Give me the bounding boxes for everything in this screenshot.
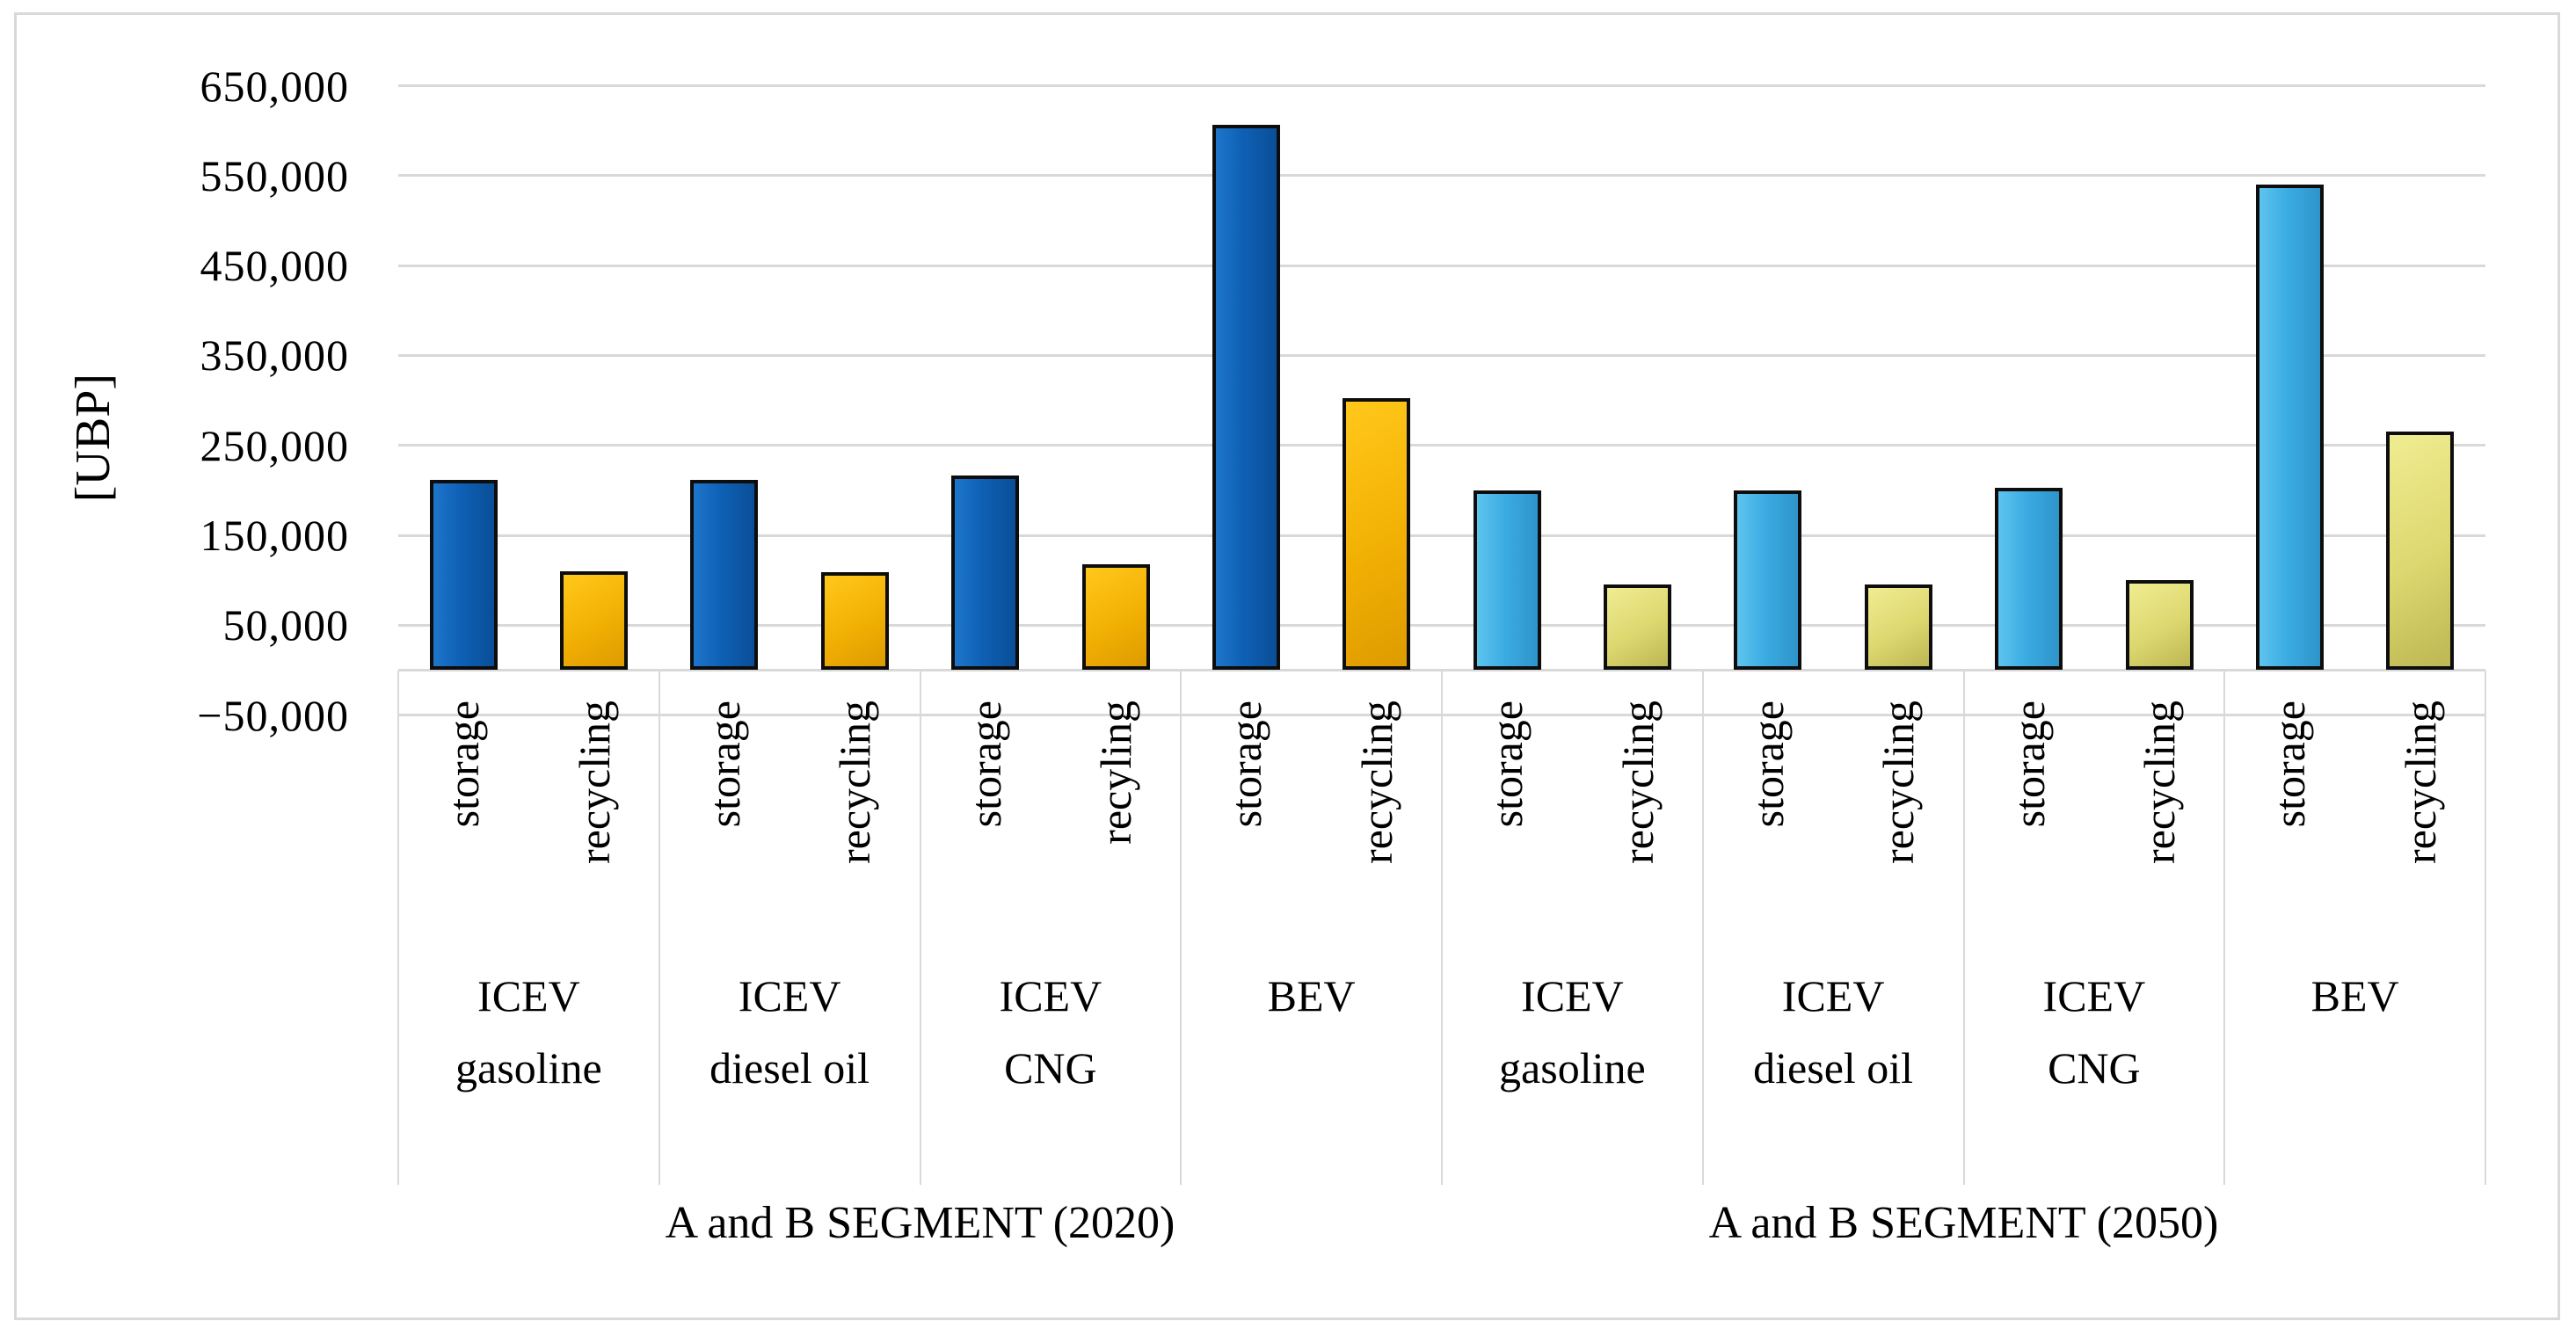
category-divider-line [1701, 670, 1704, 1185]
vehicle-group-label-line: CNG [1004, 1043, 1097, 1093]
category-divider-line [658, 670, 660, 1185]
y-tick-label: 650,000 [200, 61, 349, 111]
bar-category-label: recycling [1612, 701, 1663, 865]
vehicle-group-label-line: BEV [2310, 971, 2399, 1020]
vehicle-group-label: ICEV gasoline [398, 960, 659, 1104]
category-divider-line [2485, 670, 2486, 1185]
segment-label: A and B SEGMENT (2020) [665, 1198, 1175, 1248]
bar-recycling-recycling_2050 [1604, 584, 1672, 671]
y-tick-label: 50,000 [222, 600, 349, 650]
bar-recycling-recycling_2050 [2125, 580, 2194, 671]
vehicle-group-label-line: gasoline [1499, 1043, 1646, 1093]
bar-storage-storage_2050 [1995, 487, 2063, 671]
bar-storage-storage_2020 [429, 479, 498, 671]
vehicle-group-label: BEV [1181, 960, 1442, 1032]
bar-category-label: storage [699, 701, 749, 828]
y-tick-label: 550,000 [200, 150, 349, 200]
figure-border [14, 12, 2560, 1320]
vehicle-group-label-line: BEV [1267, 971, 1356, 1020]
bar-category-label: recycling [569, 701, 619, 865]
category-divider-line [1962, 670, 1965, 1185]
vehicle-group-label-line: gasoline [455, 1043, 602, 1093]
segment-label: A and B SEGMENT (2050) [1708, 1198, 2219, 1248]
category-divider-line [1441, 670, 1443, 1185]
y-gridline [398, 174, 2485, 178]
y-gridline [398, 534, 2485, 537]
bar-category-label: storage [2265, 701, 2315, 828]
category-divider-line [397, 670, 399, 1185]
bar-recycling-recycling_2020 [820, 571, 889, 671]
vehicle-group-label-line: diesel oil [709, 1043, 870, 1093]
bar-category-label: recycling [1874, 701, 1924, 865]
bar-category-label: storage [1482, 701, 1532, 828]
bar-storage-storage_2050 [1473, 490, 1541, 671]
y-gridline [398, 84, 2485, 88]
y-gridline [398, 264, 2485, 267]
bar-storage-storage_2020 [951, 475, 1020, 671]
vehicle-group-label-line: ICEV [477, 971, 580, 1020]
y-tick-label: −50,000 [197, 690, 349, 740]
bar-recycling-recycling_2050 [1864, 584, 1932, 671]
bar-recycling-recycling_2020 [560, 570, 629, 671]
bar-storage-storage_2020 [690, 479, 759, 671]
bar-storage-storage_2050 [1734, 490, 1802, 671]
y-tick-label: 350,000 [200, 330, 349, 381]
bar-category-label: recycling [2135, 701, 2185, 865]
bar-recycling-recycling_2020 [1343, 397, 1411, 671]
vehicle-group-label-line: ICEV [999, 971, 1102, 1020]
vehicle-group-label-line: diesel oil [1753, 1043, 1914, 1093]
vehicle-group-label-line: ICEV [2042, 971, 2146, 1020]
vehicle-group-label-line: ICEV [738, 971, 841, 1020]
bar-storage-storage_2050 [2255, 185, 2324, 671]
bar-category-label: recycling [1351, 701, 1401, 865]
bar-category-label: storage [1221, 701, 1271, 828]
vehicle-group-label: ICEV CNG [921, 960, 1182, 1104]
y-tick-label: 250,000 [200, 420, 349, 470]
bar-category-label: storage [1743, 701, 1793, 828]
bar-storage-storage_2020 [1212, 124, 1280, 671]
y-gridline [398, 623, 2485, 627]
y-tick-label: 150,000 [200, 511, 349, 561]
category-divider-line [2223, 670, 2226, 1185]
category-divider-line [1180, 670, 1182, 1185]
bar-category-label: storage [2004, 701, 2054, 828]
vehicle-group-label: ICEV CNG [1964, 960, 2225, 1104]
y-gridline [398, 353, 2485, 357]
category-divider-line [919, 670, 921, 1185]
vehicle-group-label: ICEV diesel oil [1703, 960, 1964, 1104]
bar-category-label: storage [439, 701, 489, 828]
bar-category-label: recycling [2395, 701, 2445, 865]
bar-recyling-recycling_2020 [1081, 563, 1150, 671]
vehicle-group-label: ICEV gasoline [1442, 960, 1703, 1104]
y-axis-title: [UBP] [66, 374, 120, 503]
y-tick-label: 450,000 [200, 241, 349, 291]
bar-category-label: recycling [830, 701, 880, 865]
vehicle-group-label: ICEV diesel oil [659, 960, 921, 1104]
vehicle-group-label-line: ICEV [1781, 971, 1885, 1020]
y-gridline [398, 444, 2485, 447]
bar-category-label: storage [960, 701, 1010, 828]
vehicle-group-label: BEV [2224, 960, 2485, 1032]
vehicle-group-label-line: CNG [2048, 1043, 2141, 1093]
vehicle-group-label-line: ICEV [1521, 971, 1624, 1020]
bar-category-label: recyling [1091, 701, 1141, 845]
bar-recycling-recycling_2050 [2386, 432, 2455, 671]
